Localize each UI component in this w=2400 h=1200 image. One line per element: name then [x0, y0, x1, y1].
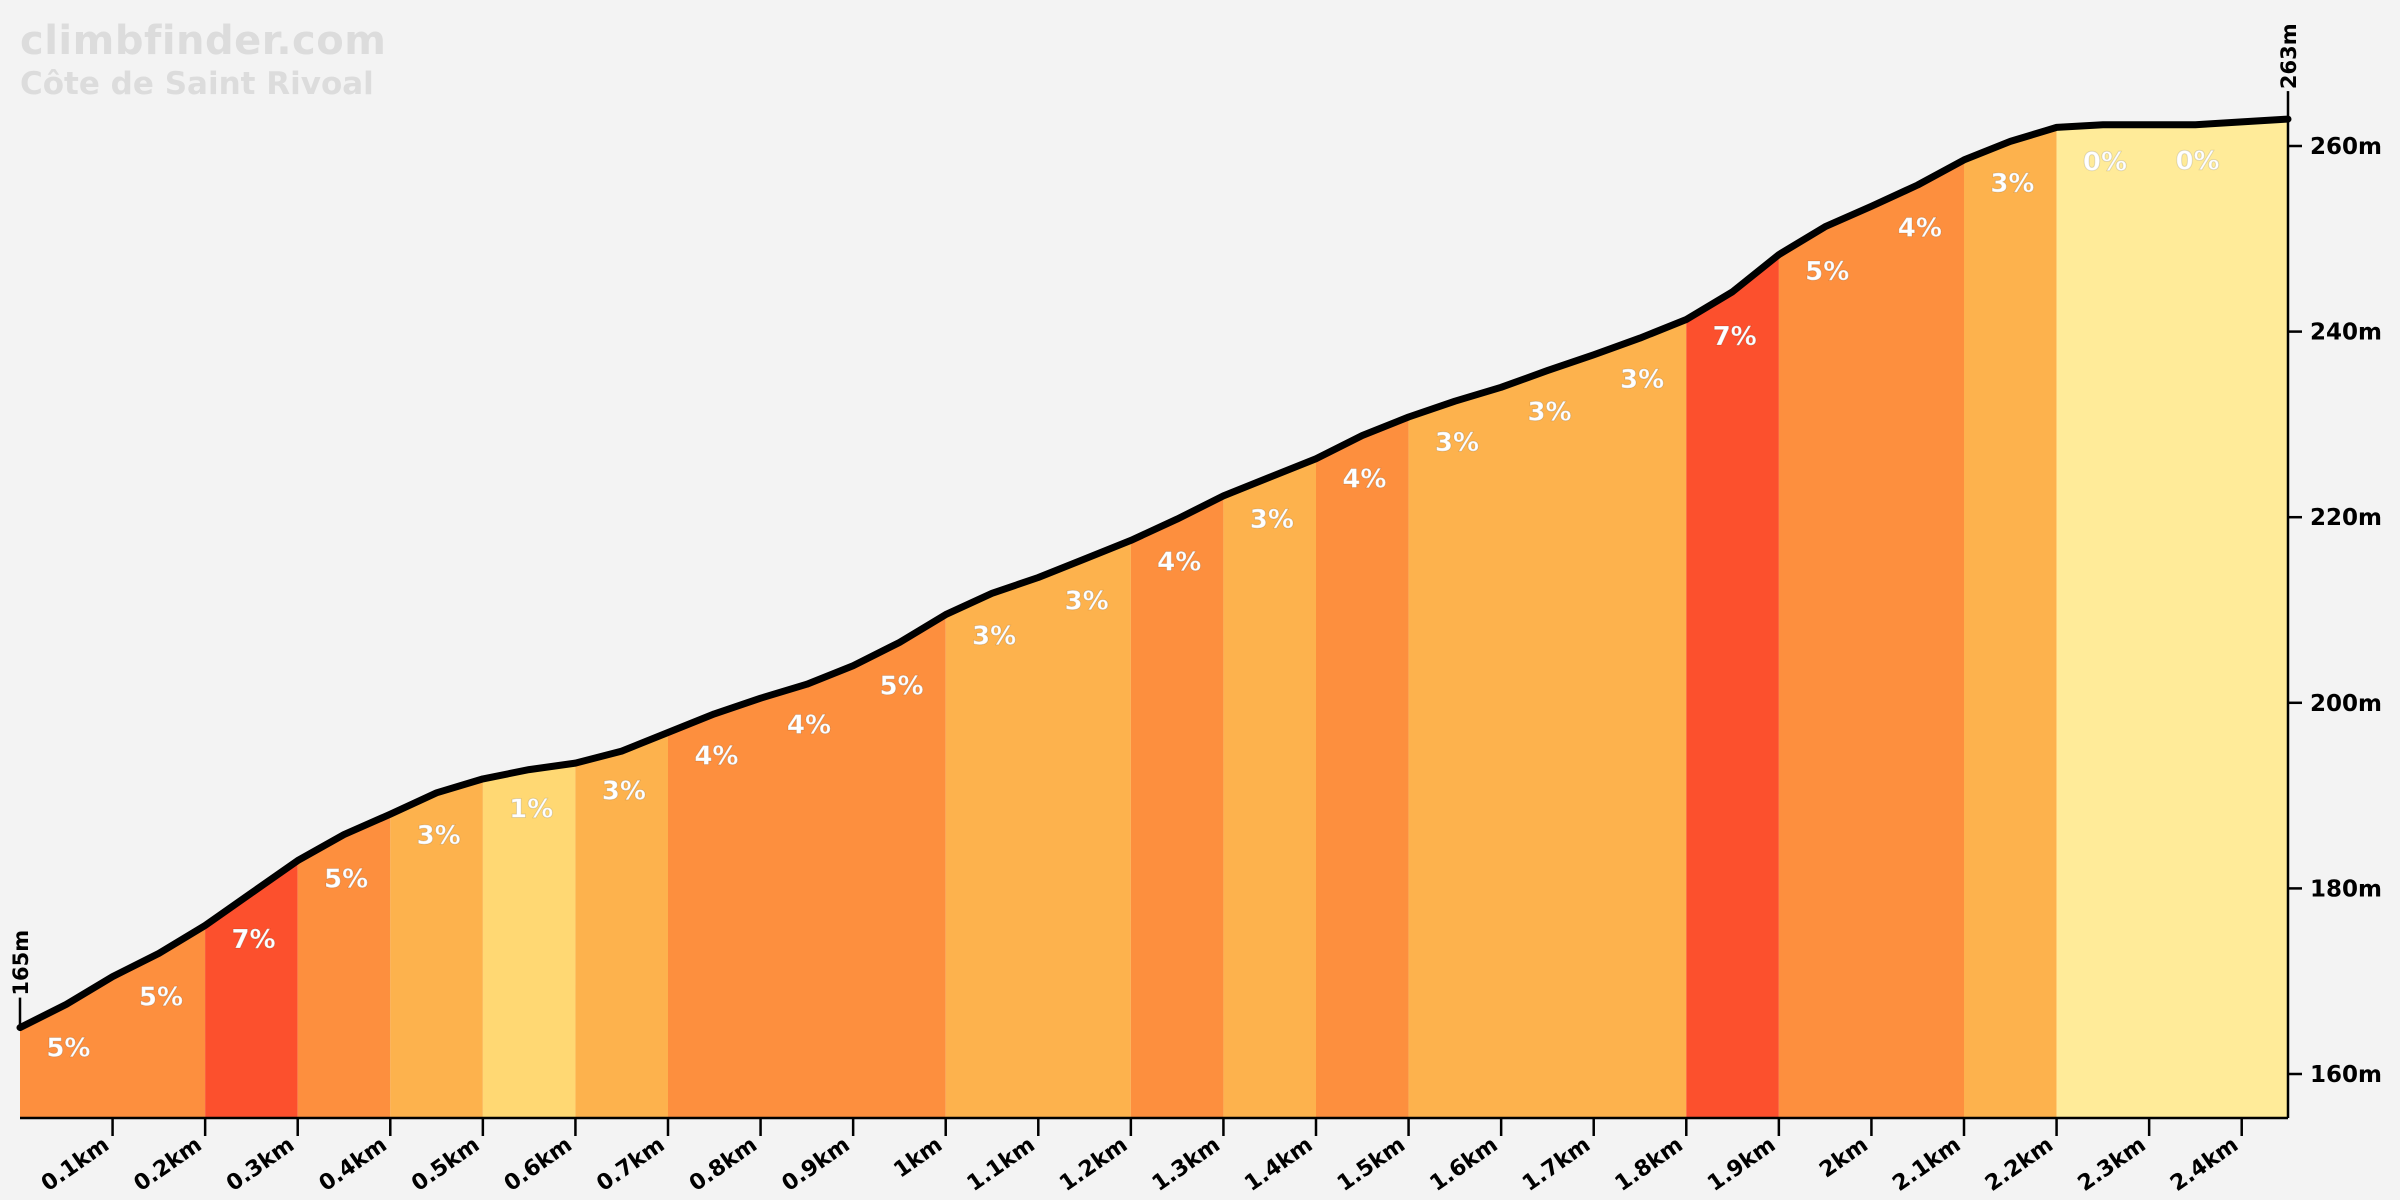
- grade-segment-11: [1408, 319, 1687, 1118]
- grade-label: 3%: [1990, 169, 2034, 199]
- y-tick-label: 160m: [2310, 1062, 2382, 1088]
- x-tick-label: 1.6km: [1426, 1132, 1503, 1196]
- x-tick-label: 0.1km: [37, 1132, 114, 1196]
- site-brand: climbfinder.com: [20, 18, 387, 64]
- x-tick-label: 0.7km: [592, 1132, 669, 1196]
- y-tick-label: 180m: [2310, 876, 2382, 902]
- grade-label: 4%: [1898, 213, 1942, 243]
- x-tick-label: 0.5km: [407, 1132, 484, 1196]
- x-tick-label: 2.1km: [1888, 1132, 1965, 1196]
- x-tick-label: 1.2km: [1055, 1132, 1132, 1196]
- grade-label: 7%: [1713, 322, 1757, 352]
- x-tick-label: 1.1km: [963, 1132, 1040, 1196]
- grade-segment-15: [2056, 119, 2288, 1119]
- x-tick-label: 1.4km: [1240, 1132, 1317, 1196]
- grade-label: 7%: [231, 925, 275, 955]
- y-tick-label: 240m: [2310, 320, 2382, 346]
- grade-segment-1: [205, 860, 298, 1118]
- grade-label: 4%: [787, 710, 831, 740]
- grade-label: 5%: [879, 671, 923, 701]
- grade-label: 5%: [324, 864, 368, 894]
- x-tick-label: 0.6km: [500, 1132, 577, 1196]
- x-tick-label: 0.2km: [130, 1132, 207, 1196]
- grade-segment-4: [482, 763, 576, 1118]
- x-tick-label: 2.3km: [2074, 1132, 2151, 1196]
- grade-segment-9: [1223, 458, 1316, 1118]
- grade-label: 1%: [509, 794, 553, 824]
- grade-segment-7: [945, 540, 1131, 1118]
- grade-segment-0: [20, 925, 206, 1118]
- x-tick-label: 1km: [890, 1132, 948, 1183]
- grade-label: 5%: [1805, 257, 1849, 287]
- grade-segment-10: [1316, 417, 1409, 1118]
- grade-label: 3%: [1065, 587, 1109, 617]
- y-tick-label: 220m: [2310, 505, 2382, 531]
- grade-label: 3%: [602, 777, 646, 807]
- grade-label: 3%: [972, 622, 1016, 652]
- grade-label: 3%: [417, 821, 461, 851]
- climb-title: Côte de Saint Rivoal: [20, 66, 374, 102]
- x-tick-label: 2.2km: [1981, 1132, 2058, 1196]
- grade-label: 4%: [694, 742, 738, 772]
- x-tick-label: 1.7km: [1518, 1132, 1595, 1196]
- grade-segment-2: [297, 814, 391, 1118]
- grade-segment-12: [1686, 254, 1779, 1119]
- grade-label: 3%: [1620, 365, 1664, 395]
- x-tick-label: 0.9km: [778, 1132, 855, 1196]
- grade-segment-3: [390, 778, 483, 1118]
- x-tick-label: 2.4km: [2166, 1132, 2243, 1196]
- end-elevation-label: 263m: [2277, 23, 2301, 89]
- grade-label: 3%: [1250, 505, 1294, 535]
- x-tick-label: 1.9km: [1703, 1132, 1780, 1196]
- grade-label: 5%: [46, 1033, 90, 1063]
- grade-label: 4%: [1342, 464, 1386, 494]
- x-tick-label: 0.8km: [685, 1132, 762, 1196]
- grade-segment-8: [1130, 495, 1224, 1118]
- x-tick-label: 0.3km: [222, 1132, 299, 1196]
- grade-label: 0%: [2175, 147, 2219, 177]
- grade-label: 0%: [2083, 147, 2127, 177]
- grade-segment-6: [668, 614, 946, 1118]
- y-tick-label: 200m: [2310, 691, 2382, 717]
- grade-label: 3%: [1527, 398, 1571, 428]
- grade-label: 4%: [1157, 547, 1201, 577]
- x-tick-label: 1.3km: [1148, 1132, 1225, 1196]
- grade-segment-13: [1778, 159, 1964, 1118]
- grade-label: 5%: [139, 982, 183, 1012]
- grade-segment-14: [1964, 127, 2057, 1118]
- x-tick-label: 1.5km: [1333, 1132, 1410, 1196]
- x-tick-label: 2km: [1815, 1132, 1873, 1183]
- y-tick-label: 260m: [2310, 134, 2382, 160]
- elevation-profile-line: [16, 115, 2292, 1032]
- grade-label: 3%: [1435, 428, 1479, 458]
- x-tick-label: 1.8km: [1611, 1132, 1688, 1196]
- x-tick-label: 0.4km: [315, 1132, 392, 1196]
- grade-segment-5: [575, 732, 668, 1118]
- start-elevation-label: 165m: [9, 930, 33, 996]
